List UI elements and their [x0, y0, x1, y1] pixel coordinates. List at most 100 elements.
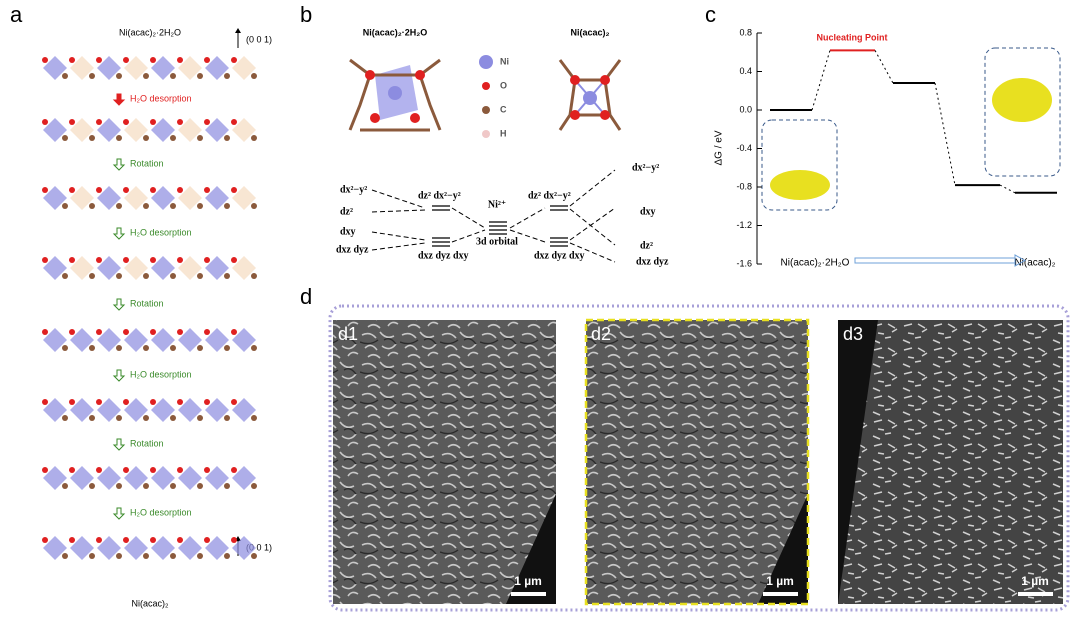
atom — [62, 345, 68, 351]
atom — [204, 399, 210, 405]
legend-swatch — [479, 55, 493, 69]
crystal-chain — [42, 118, 257, 142]
scale-label: 1 µm — [766, 574, 794, 588]
octahedron — [232, 466, 256, 490]
octahedron — [43, 328, 67, 352]
connector — [874, 50, 894, 84]
atom — [62, 415, 68, 421]
atom — [251, 345, 257, 351]
inset-box — [761, 119, 838, 211]
octahedron — [151, 186, 175, 210]
molecule — [558, 59, 622, 131]
panel-label: d — [300, 284, 312, 309]
octahedron — [178, 328, 202, 352]
octahedron — [70, 398, 94, 422]
atom — [177, 399, 183, 405]
atom — [204, 187, 210, 193]
octahedron — [43, 466, 67, 490]
atom — [204, 257, 210, 263]
atom — [42, 329, 48, 335]
step-label: H₂O desorption — [130, 507, 192, 517]
step-label: H₂O desorption — [130, 93, 192, 103]
octahedron — [124, 398, 148, 422]
octahedron — [205, 328, 229, 352]
panel-label: a — [10, 2, 23, 27]
octahedron — [205, 56, 229, 80]
octahedron — [205, 256, 229, 280]
octahedron — [232, 536, 256, 560]
atom — [224, 415, 230, 421]
crystal-chain — [42, 256, 257, 280]
y-tick-label: 0.0 — [739, 104, 752, 114]
atom — [251, 135, 257, 141]
x-label: Ni(acac)₂ — [1014, 258, 1055, 269]
step-label: Rotation — [130, 298, 164, 308]
scale-label: 1 µm — [514, 574, 542, 588]
atom — [123, 187, 129, 193]
y-tick-label: 0.8 — [739, 27, 752, 37]
atom — [224, 73, 230, 79]
atom — [197, 73, 203, 79]
octahedron — [205, 398, 229, 422]
octahedron — [97, 118, 121, 142]
atom — [62, 483, 68, 489]
atom — [204, 57, 210, 63]
octahedron — [70, 256, 94, 280]
atom — [96, 57, 102, 63]
octahedron — [232, 398, 256, 422]
octahedron — [124, 56, 148, 80]
atom — [143, 553, 149, 559]
annotation: Nucleating Point — [816, 33, 887, 43]
step-arrow — [112, 93, 126, 106]
atom — [96, 399, 102, 405]
octahedron — [205, 118, 229, 142]
axis-label: (0 0 1) — [246, 34, 272, 44]
atom — [96, 187, 102, 193]
atom — [197, 273, 203, 279]
atom — [170, 345, 176, 351]
atom — [224, 203, 230, 209]
octahedron — [232, 256, 256, 280]
legend-label: Ni — [500, 56, 509, 66]
image-label: d3 — [843, 324, 863, 344]
step-arrow — [112, 507, 126, 520]
panel-c: ΔG / eV Ni(acac)₂·2H₂O Ni(acac)₂ 0.8 0.4 0… — [714, 27, 1061, 269]
atom — [89, 415, 95, 421]
orbital-levels — [432, 205, 568, 247]
atom — [231, 537, 237, 543]
atom — [231, 119, 237, 125]
connector — [999, 184, 1016, 194]
orbital-label: 3d orbital — [476, 236, 518, 247]
step-arrow — [112, 438, 126, 451]
atom — [251, 415, 257, 421]
atom — [197, 483, 203, 489]
atom — [62, 135, 68, 141]
y-tick-label: -0.8 — [736, 181, 752, 191]
octahedron — [124, 536, 148, 560]
octahedron — [178, 398, 202, 422]
atom — [150, 119, 156, 125]
atom — [42, 537, 48, 543]
atom — [143, 415, 149, 421]
atom — [96, 119, 102, 125]
crystal-chain — [42, 398, 257, 422]
atom — [143, 73, 149, 79]
atom — [231, 399, 237, 405]
y-tick-label: 0.4 — [739, 66, 752, 76]
atom — [204, 537, 210, 543]
atom — [197, 203, 203, 209]
atom — [123, 537, 129, 543]
atom — [231, 187, 237, 193]
octahedron — [178, 118, 202, 142]
orbital-label: dxz dyz — [636, 256, 669, 267]
atom — [123, 399, 129, 405]
step-arrow — [112, 227, 126, 240]
atom — [69, 537, 75, 543]
atom — [123, 467, 129, 473]
y-tick-label: -0.4 — [736, 143, 752, 153]
atom — [42, 399, 48, 405]
connector — [811, 50, 831, 111]
atom — [89, 135, 95, 141]
octahedron — [178, 186, 202, 210]
